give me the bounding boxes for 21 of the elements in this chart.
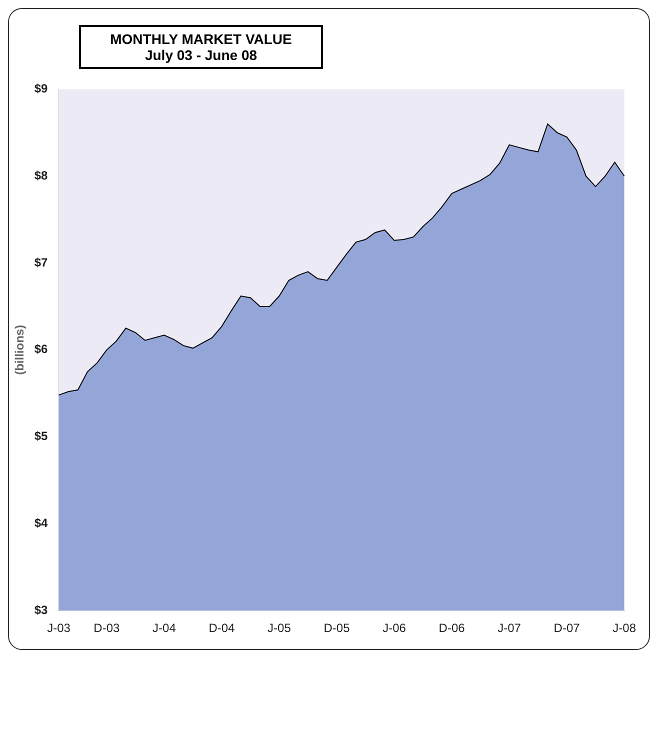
x-tick-label: J-07 — [498, 621, 522, 636]
y-axis-title: (billions) — [12, 324, 27, 375]
x-tick-label: D-03 — [94, 621, 120, 636]
y-tick-label: $4 — [34, 516, 48, 530]
x-tick-label: D-05 — [324, 621, 350, 636]
chart-title: MONTHLY MARKET VALUE — [109, 31, 293, 47]
chart-subtitle: July 03 - June 08 — [144, 47, 258, 63]
x-tick-label: J-03 — [47, 621, 71, 636]
y-tick-label: $9 — [34, 82, 48, 96]
x-tick-label: D-07 — [554, 621, 580, 636]
y-tick-label: $5 — [34, 429, 48, 444]
x-tick-label: J-06 — [382, 621, 406, 636]
x-tick-label: D-06 — [438, 621, 466, 636]
y-tick-label: $6 — [34, 342, 48, 356]
y-tick-label: $3 — [34, 602, 48, 617]
x-tick-label: J-04 — [152, 621, 176, 636]
y-tick-label: $8 — [34, 168, 48, 182]
x-tick-label: D-04 — [208, 621, 236, 636]
y-tick-label: $7 — [34, 255, 48, 270]
x-tick-label: J-05 — [268, 621, 292, 636]
x-tick-label: J-08 — [612, 621, 636, 636]
